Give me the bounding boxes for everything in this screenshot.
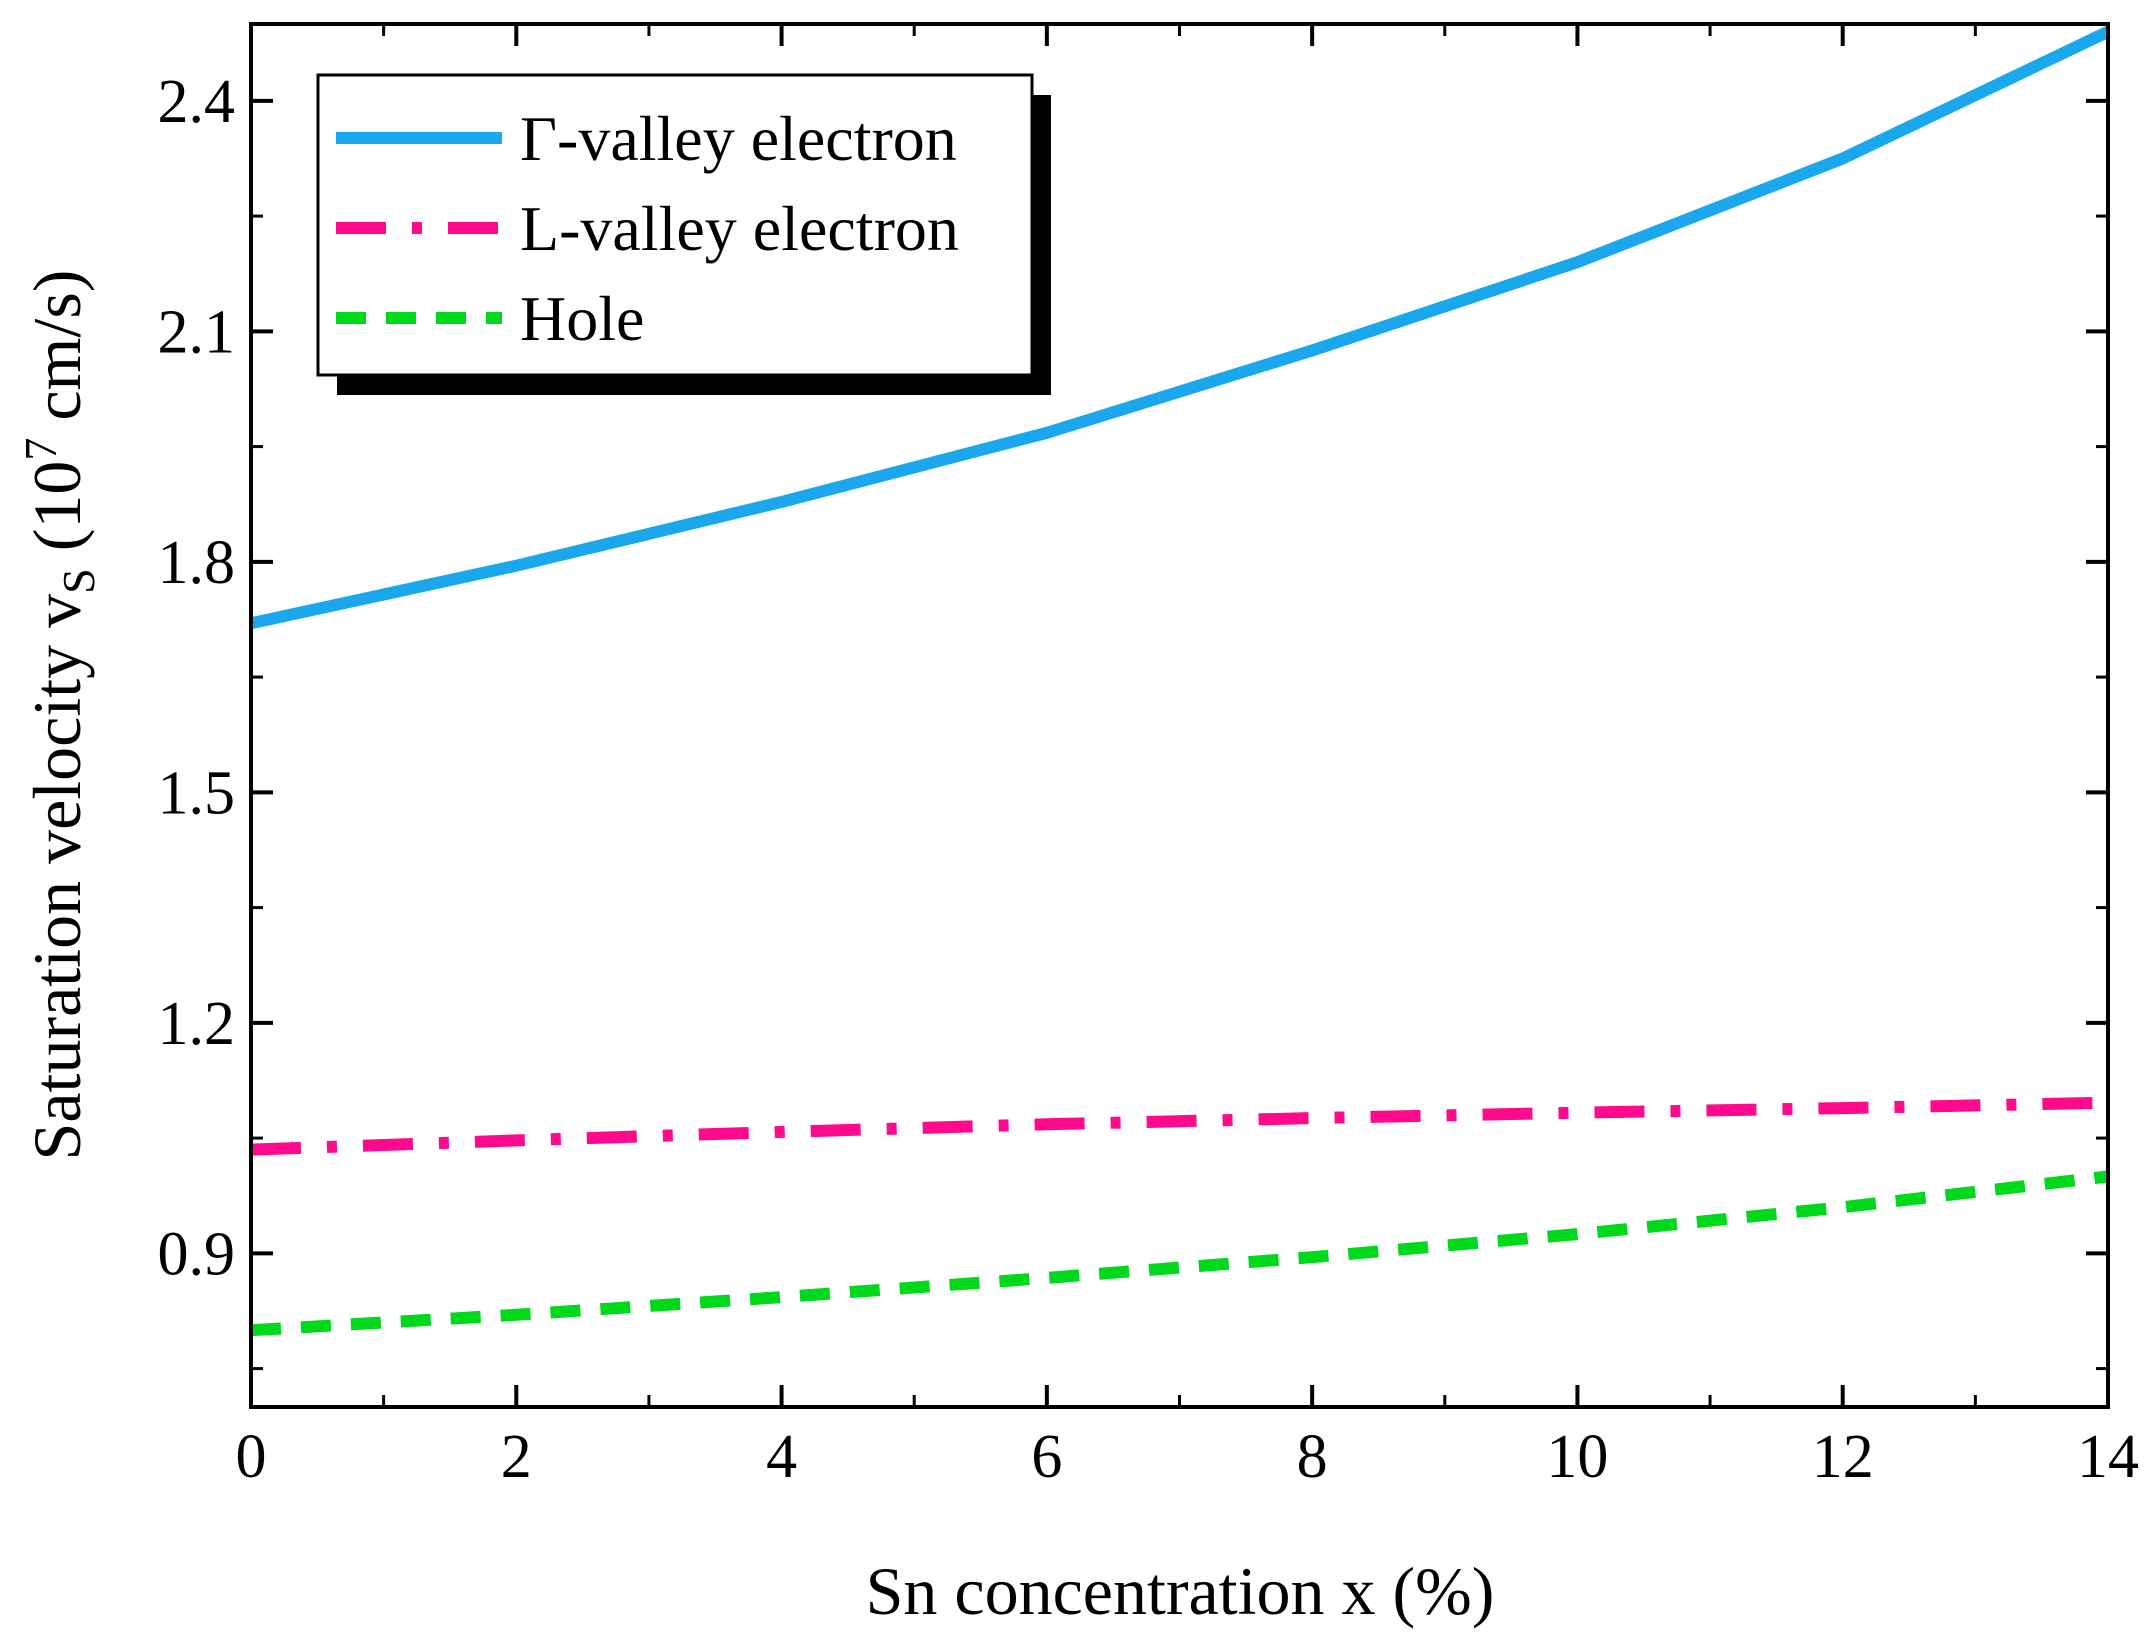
plot-frame bbox=[249, 22, 2110, 1409]
tick-labels-layer: 0 2 4 6 8 10 12 14 0.9 1.2 1.5 1.8 2.1 2.4 bbox=[158, 68, 2140, 1491]
x-axis-title: Sn concentration x (%) bbox=[866, 1553, 1495, 1629]
y-tick-label: 1.5 bbox=[158, 759, 236, 827]
y-axis-title-superscript: 7 bbox=[15, 438, 66, 461]
series-layer bbox=[249, 26, 2111, 1337]
legend-label-1: Γ-valley electron bbox=[520, 103, 957, 174]
y-tick-label: 1.8 bbox=[158, 529, 236, 597]
x-tick-label: 10 bbox=[1546, 1423, 1608, 1491]
y-axis-title-main: Saturation velocity v bbox=[19, 594, 95, 1161]
x-tick-label: 4 bbox=[766, 1423, 797, 1491]
series-line-1 bbox=[249, 26, 2111, 630]
x-tick-label: 8 bbox=[1297, 1423, 1328, 1491]
x-tick-label: 12 bbox=[1812, 1423, 1874, 1491]
y-axis-title: Saturation velocity vS (107 cm/s) bbox=[15, 270, 104, 1161]
legend-label-2: L-valley electron bbox=[520, 193, 959, 264]
series-line-3 bbox=[250, 1170, 2109, 1337]
legend: Γ-valley electron L-valley electron Hole bbox=[316, 73, 1051, 395]
x-tick-label: 14 bbox=[2077, 1423, 2139, 1491]
x-tick-label: 6 bbox=[1031, 1423, 1062, 1491]
legend-box bbox=[316, 73, 1034, 377]
y-tick-label: 0.9 bbox=[158, 1220, 236, 1288]
y-axis-title-unit-prefix: (10 bbox=[19, 461, 95, 569]
y-tick-label: 1.2 bbox=[158, 990, 236, 1058]
y-tick-label: 2.1 bbox=[158, 298, 236, 366]
series-line-2 bbox=[250, 1096, 2109, 1156]
x-tick-label: 2 bbox=[501, 1423, 532, 1491]
legend-label-3: Hole bbox=[520, 283, 644, 354]
legend-entries: Γ-valley electron L-valley electron Hole bbox=[336, 103, 959, 354]
y-tick-label: 2.4 bbox=[158, 68, 236, 136]
x-tick-label: 0 bbox=[236, 1423, 267, 1491]
y-axis-title-unit-suffix: cm/s) bbox=[19, 270, 95, 438]
y-axis-title-subscript: S bbox=[53, 568, 104, 594]
